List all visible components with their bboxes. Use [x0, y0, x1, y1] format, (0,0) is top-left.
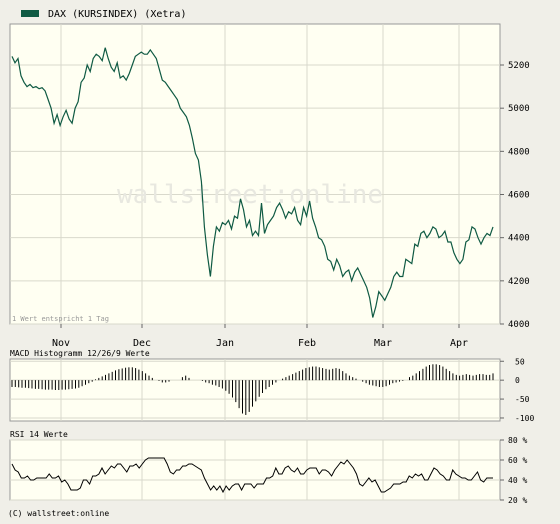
rsi-y-tick-label: 20 % — [508, 496, 527, 505]
price-x-tick-label: Dec — [133, 338, 151, 349]
macd-y-tick-label: 50 — [515, 357, 525, 366]
price-x-tick-label: Jan — [216, 338, 234, 349]
rsi-grid — [10, 439, 500, 501]
watermark: wallstreet:online — [117, 180, 383, 210]
resolution-note: 1 Wert entspricht 1 Tag — [12, 315, 109, 323]
macd-histogram — [11, 364, 494, 415]
price-y-tick-label: 4400 — [508, 234, 530, 244]
copyright-footer: (C) wallstreet:online — [8, 509, 109, 518]
macd-grid — [10, 359, 500, 421]
price-y-tick-label: 4800 — [508, 147, 530, 157]
price-grid — [10, 24, 500, 325]
macd-panel — [9, 358, 501, 422]
rsi-title: RSI 14 Werte — [10, 430, 68, 439]
rsi-y-tick-label: 60 % — [508, 456, 527, 465]
price-y-tick-label: 5000 — [508, 104, 530, 114]
macd-y-tick-label: 0 — [515, 376, 520, 385]
price-x-ticks: Nov Dec Jan Feb Mar Apr — [52, 324, 468, 349]
price-x-tick-label: Mar — [374, 338, 392, 349]
price-y-tick-label: 4000 — [508, 320, 530, 330]
macd-y-ticks: 50 0 -50 -100 — [500, 357, 534, 423]
legend-label: DAX (KURSINDEX) (Xetra) — [48, 9, 186, 20]
rsi-panel — [9, 439, 501, 501]
macd-y-tick-label: -100 — [515, 414, 534, 423]
rsi-y-tick-label: 40 % — [508, 476, 527, 485]
price-line — [11, 47, 494, 318]
price-x-tick-label: Apr — [450, 338, 468, 349]
price-y-tick-label: 5200 — [508, 61, 530, 71]
price-panel — [9, 23, 501, 325]
price-x-tick-label: Nov — [52, 338, 70, 349]
price-y-tick-label: 4600 — [508, 191, 530, 201]
rsi-y-ticks: 80 % 60 % 40 % 20 % — [500, 436, 527, 505]
price-x-tick-label: Feb — [298, 338, 316, 349]
macd-title: MACD Histogramm 12/26/9 Werte — [10, 349, 150, 358]
rsi-series — [11, 457, 493, 494]
price-y-tick-label: 4200 — [508, 277, 530, 287]
legend-swatch — [21, 10, 39, 17]
macd-y-tick-label: -50 — [515, 395, 530, 404]
rsi-line — [11, 457, 493, 494]
price-series — [11, 47, 494, 318]
rsi-y-tick-label: 80 % — [508, 436, 527, 445]
price-y-ticks: 4000 4200 4400 4600 4800 5000 5200 — [500, 61, 530, 330]
